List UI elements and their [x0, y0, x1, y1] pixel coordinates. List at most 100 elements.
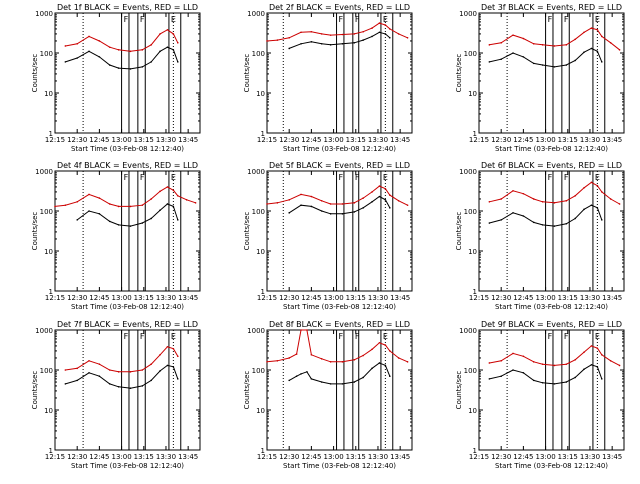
lld-data-point	[590, 181, 593, 184]
x-tick-label: 12:45	[301, 136, 321, 144]
lld-data-point	[583, 351, 585, 353]
y-tick-label: 10	[44, 407, 53, 415]
lld-series-line	[489, 181, 620, 205]
events-data-point	[362, 39, 364, 41]
events-data-point	[98, 375, 101, 377]
x-tick-label: 13:00	[323, 453, 343, 461]
lld-data-point	[583, 31, 585, 34]
y-tick-label: 1000	[247, 168, 265, 176]
band-label: F	[548, 173, 553, 182]
events-data-point	[512, 52, 514, 54]
events-data-point	[329, 383, 332, 385]
panel-title: Det 7f BLACK = Events, RED = LLD	[57, 320, 198, 329]
events-data-point	[166, 46, 169, 48]
x-axis-label: Start Time (03-Feb-08 12:12:40)	[495, 145, 608, 153]
events-data-point	[541, 64, 544, 66]
events-data-point	[389, 207, 391, 209]
events-data-point	[64, 61, 67, 63]
events-data-point	[553, 383, 556, 385]
events-data-point	[488, 61, 491, 63]
events-data-point	[553, 225, 556, 227]
x-axis-label: Start Time (03-Feb-08 12:12:40)	[71, 145, 184, 153]
lld-data-point	[565, 44, 568, 46]
lld-data-point	[117, 371, 120, 373]
x-tick-label: 13:15	[346, 136, 366, 144]
y-tick-label: 1000	[35, 327, 53, 335]
lld-data-point	[522, 355, 525, 358]
lld-data-point	[362, 354, 364, 357]
events-data-point	[88, 50, 90, 53]
events-data-point	[150, 379, 152, 382]
events-data-point	[88, 210, 90, 212]
events-data-point	[512, 212, 514, 214]
lld-data-point	[362, 30, 364, 33]
lld-data-point	[618, 203, 621, 205]
lld-data-point	[532, 361, 535, 363]
lld-series-line	[489, 345, 620, 366]
events-data-point	[553, 66, 556, 68]
x-tick-label: 12:30	[279, 294, 299, 302]
lld-data-point	[565, 363, 568, 365]
lld-data-point	[362, 197, 364, 199]
y-tick-label: 10	[44, 90, 53, 98]
band-label: E	[595, 173, 600, 182]
lld-data-point	[553, 202, 556, 204]
lld-data-point	[320, 33, 323, 35]
events-data-point	[574, 376, 576, 379]
lld-data-point	[166, 186, 169, 188]
events-data-point	[166, 203, 169, 205]
lld-data-point	[512, 34, 514, 36]
plot-frame	[54, 329, 201, 451]
x-tick-label: 12:30	[279, 136, 299, 144]
detector-panel: Det 2f BLACK = Events, RED = LLD 1 10 100 10…	[243, 3, 413, 153]
lld-data-point	[310, 353, 313, 356]
lld-data-point	[266, 203, 268, 205]
band-label: E	[383, 15, 388, 24]
y-tick-label: 1000	[459, 10, 477, 18]
x-tick-label: 12:15	[45, 453, 65, 461]
y-axis-label: Counts/sec	[243, 54, 251, 93]
y-tick-label: 1	[473, 447, 477, 455]
y-tick-label: 100	[464, 367, 477, 375]
lld-data-point	[596, 184, 599, 187]
x-tick-label: 13:45	[178, 136, 198, 144]
events-data-point	[590, 204, 593, 206]
x-tick-label: 13:45	[602, 294, 622, 302]
y-axis-label: Counts/sec	[31, 371, 39, 410]
x-tick-label: 13:30	[368, 294, 388, 302]
events-data-point	[150, 61, 152, 63]
lld-data-point	[329, 361, 332, 363]
panel-title: Det 5f BLACK = Events, RED = LLD	[269, 161, 410, 170]
x-tick-label: 12:15	[469, 136, 489, 144]
lld-data-point	[76, 367, 78, 370]
band-label: F	[548, 332, 553, 341]
plot-frame	[266, 12, 413, 134]
lld-data-point	[185, 199, 188, 201]
lld-data-point	[609, 359, 612, 362]
detector-panel: Det 3f BLACK = Events, RED = LLD 1 10 100 10…	[455, 3, 625, 153]
events-data-point	[329, 213, 332, 215]
band-label: E	[383, 173, 388, 182]
lld-data-point	[353, 33, 356, 35]
lld-series-line	[54, 186, 196, 207]
y-tick-label: 100	[252, 50, 265, 58]
y-tick-label: 1000	[247, 10, 265, 18]
events-data-point	[384, 199, 387, 201]
events-data-point	[362, 207, 364, 209]
detector-panel: Det 1f BLACK = Events, RED = LLD 1 10 100 10…	[31, 3, 201, 153]
lld-series-line	[266, 185, 408, 206]
lld-data-point	[288, 36, 290, 39]
lld-series-line	[266, 329, 408, 363]
lld-data-point	[590, 345, 593, 347]
x-tick-label: 12:30	[67, 136, 87, 144]
x-axis-label: Start Time (03-Feb-08 12:12:40)	[495, 303, 608, 311]
events-data-point	[310, 41, 313, 43]
events-data-point	[389, 36, 391, 39]
band-label: F	[140, 15, 145, 24]
y-tick-label: 1	[261, 130, 265, 138]
detector-panel: Det 5f BLACK = Events, RED = LLD 1 10 100 10…	[243, 161, 413, 311]
lld-data-point	[150, 363, 152, 365]
events-data-point	[177, 61, 179, 63]
x-tick-label: 13:30	[580, 453, 600, 461]
